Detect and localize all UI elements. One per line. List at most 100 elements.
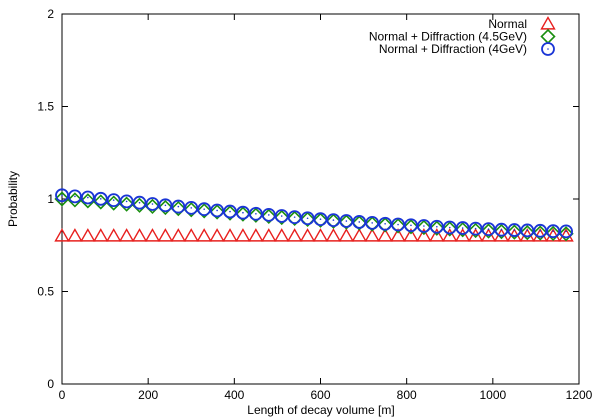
data-point-circle — [145, 197, 160, 211]
circle-marker-dot — [255, 213, 257, 215]
legend-diamond-marker — [540, 28, 556, 45]
x-tick-label: 600 — [310, 388, 330, 402]
data-point-triangle — [312, 228, 329, 242]
data-point-circle — [365, 215, 380, 230]
circle-marker-ring — [158, 198, 173, 213]
data-point-circle — [132, 195, 147, 210]
data-point-triangle — [157, 228, 174, 242]
data-point-diamond — [442, 221, 458, 237]
data-point-triangle — [429, 228, 445, 242]
data-point-diamond — [274, 209, 290, 226]
circle-marker-dot — [513, 229, 516, 231]
data-point-circle — [248, 206, 263, 221]
data-point-circle — [55, 188, 69, 203]
circle-marker-ring — [236, 205, 250, 220]
data-point-diamond — [429, 220, 445, 236]
circle-marker-dot — [461, 227, 464, 229]
circle-marker-dot — [410, 224, 412, 227]
data-point-triangle — [118, 228, 135, 242]
data-point-diamond — [377, 217, 393, 233]
circle-marker-ring — [481, 222, 496, 237]
legend-triangle-marker — [540, 16, 556, 30]
circle-marker-dot — [190, 207, 193, 209]
data-point-diamond — [248, 207, 264, 223]
circle-marker-dot — [242, 211, 244, 214]
data-point-circle — [416, 219, 431, 233]
circle-marker-dot — [526, 229, 529, 232]
data-point-diamond — [351, 215, 367, 231]
x-tick-label: 200 — [138, 388, 158, 402]
data-point-triangle — [338, 228, 355, 242]
circle-marker-ring — [132, 195, 147, 210]
data-point-triangle — [105, 228, 122, 242]
circle-marker-dot — [164, 204, 167, 207]
circle-marker-ring — [352, 215, 367, 229]
data-marks — [54, 188, 574, 242]
data-point-circle — [533, 223, 548, 238]
y-axis-title: Probability — [6, 171, 20, 227]
data-point-triangle — [299, 228, 316, 242]
data-point-diamond — [131, 197, 148, 213]
data-point-diamond — [287, 210, 303, 227]
circle-marker-dot — [436, 225, 438, 228]
circle-marker-ring — [404, 218, 418, 233]
data-point-circle — [546, 224, 561, 239]
data-point-diamond — [299, 211, 316, 227]
circle-marker-ring — [313, 212, 328, 227]
data-point-triangle — [274, 228, 290, 242]
circle-marker-ring — [119, 194, 134, 209]
data-point-circle — [106, 193, 121, 208]
circle-marker-dot — [229, 210, 231, 213]
circle-marker-dot — [203, 208, 205, 210]
data-point-circle — [339, 214, 354, 228]
circle-marker-ring — [429, 219, 444, 234]
data-point-triangle — [144, 228, 161, 242]
circle-marker-dot — [552, 230, 554, 232]
data-point-circle — [481, 222, 496, 237]
data-point-circle — [80, 190, 95, 205]
data-point-diamond — [364, 216, 380, 232]
y-tick-label: 0 — [47, 377, 54, 391]
series-circle — [55, 188, 573, 239]
data-point-diamond — [545, 225, 561, 242]
x-tick-label: 0 — [59, 388, 66, 402]
circle-marker-ring — [520, 223, 535, 238]
circle-marker-ring — [455, 221, 470, 235]
data-point-circle — [223, 204, 237, 219]
data-point-triangle — [467, 228, 484, 242]
circle-marker-ring — [197, 202, 212, 217]
data-point-circle — [236, 205, 250, 220]
x-tick-label: 800 — [397, 388, 417, 402]
x-axis-title: Length of decay volume [m] — [247, 403, 394, 417]
circle-marker-dot — [539, 230, 542, 232]
legend-label: Normal + Diffraction (4GeV) — [379, 42, 527, 56]
data-point-triangle — [183, 228, 199, 242]
y-tick-label: 1 — [47, 192, 54, 206]
data-point-circle — [326, 213, 341, 227]
data-point-triangle — [325, 228, 342, 242]
data-point-circle — [210, 203, 225, 218]
data-point-circle — [391, 217, 405, 232]
circle-marker-ring — [248, 206, 263, 221]
data-point-circle — [93, 191, 108, 206]
y-tick-label: 2 — [47, 7, 54, 21]
circle-marker-dot — [332, 219, 335, 221]
data-point-circle — [378, 216, 393, 231]
data-point-circle — [352, 215, 367, 229]
circle-marker-ring — [391, 217, 405, 232]
data-point-diamond — [183, 202, 199, 218]
circle-marker-dot — [547, 48, 549, 50]
data-point-circle — [507, 223, 522, 237]
circle-marker-ring — [261, 208, 276, 222]
data-point-triangle — [170, 228, 187, 242]
data-point-diamond — [67, 192, 83, 208]
circle-marker-ring — [55, 188, 69, 203]
circle-marker-dot — [61, 194, 63, 197]
circle-marker-dot — [319, 218, 322, 220]
data-point-diamond — [209, 204, 225, 220]
circle-marker-dot — [358, 221, 361, 223]
circle-marker-ring — [541, 42, 555, 56]
circle-marker-ring — [68, 189, 82, 204]
x-tick-label: 1000 — [479, 388, 506, 402]
